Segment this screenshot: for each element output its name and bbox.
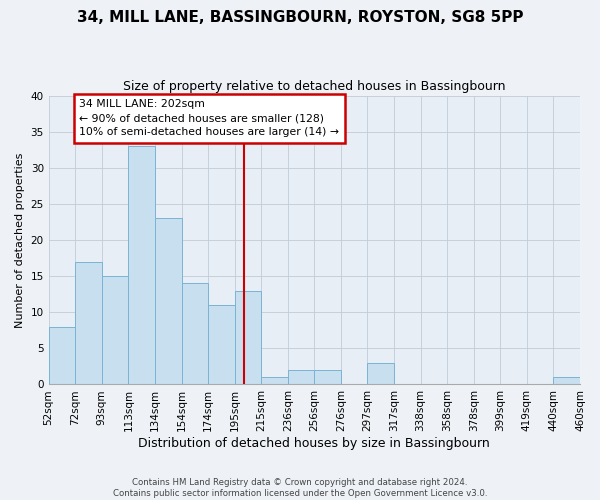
Bar: [182, 284, 208, 384]
Bar: [155, 218, 182, 384]
Text: Contains HM Land Registry data © Crown copyright and database right 2024.
Contai: Contains HM Land Registry data © Crown c…: [113, 478, 487, 498]
Title: Size of property relative to detached houses in Bassingbourn: Size of property relative to detached ho…: [123, 80, 506, 93]
Bar: [128, 146, 155, 384]
Y-axis label: Number of detached properties: Number of detached properties: [15, 152, 25, 328]
Text: 34 MILL LANE: 202sqm
← 90% of detached houses are smaller (128)
10% of semi-deta: 34 MILL LANE: 202sqm ← 90% of detached h…: [79, 99, 339, 137]
Bar: [75, 262, 102, 384]
Bar: [314, 370, 341, 384]
Bar: [261, 377, 288, 384]
Bar: [235, 290, 261, 384]
Bar: [553, 377, 580, 384]
X-axis label: Distribution of detached houses by size in Bassingbourn: Distribution of detached houses by size …: [139, 437, 490, 450]
Text: 34, MILL LANE, BASSINGBOURN, ROYSTON, SG8 5PP: 34, MILL LANE, BASSINGBOURN, ROYSTON, SG…: [77, 10, 523, 25]
Bar: [367, 363, 394, 384]
Bar: [288, 370, 314, 384]
Bar: [102, 276, 128, 384]
Bar: [208, 305, 235, 384]
Bar: [49, 326, 75, 384]
